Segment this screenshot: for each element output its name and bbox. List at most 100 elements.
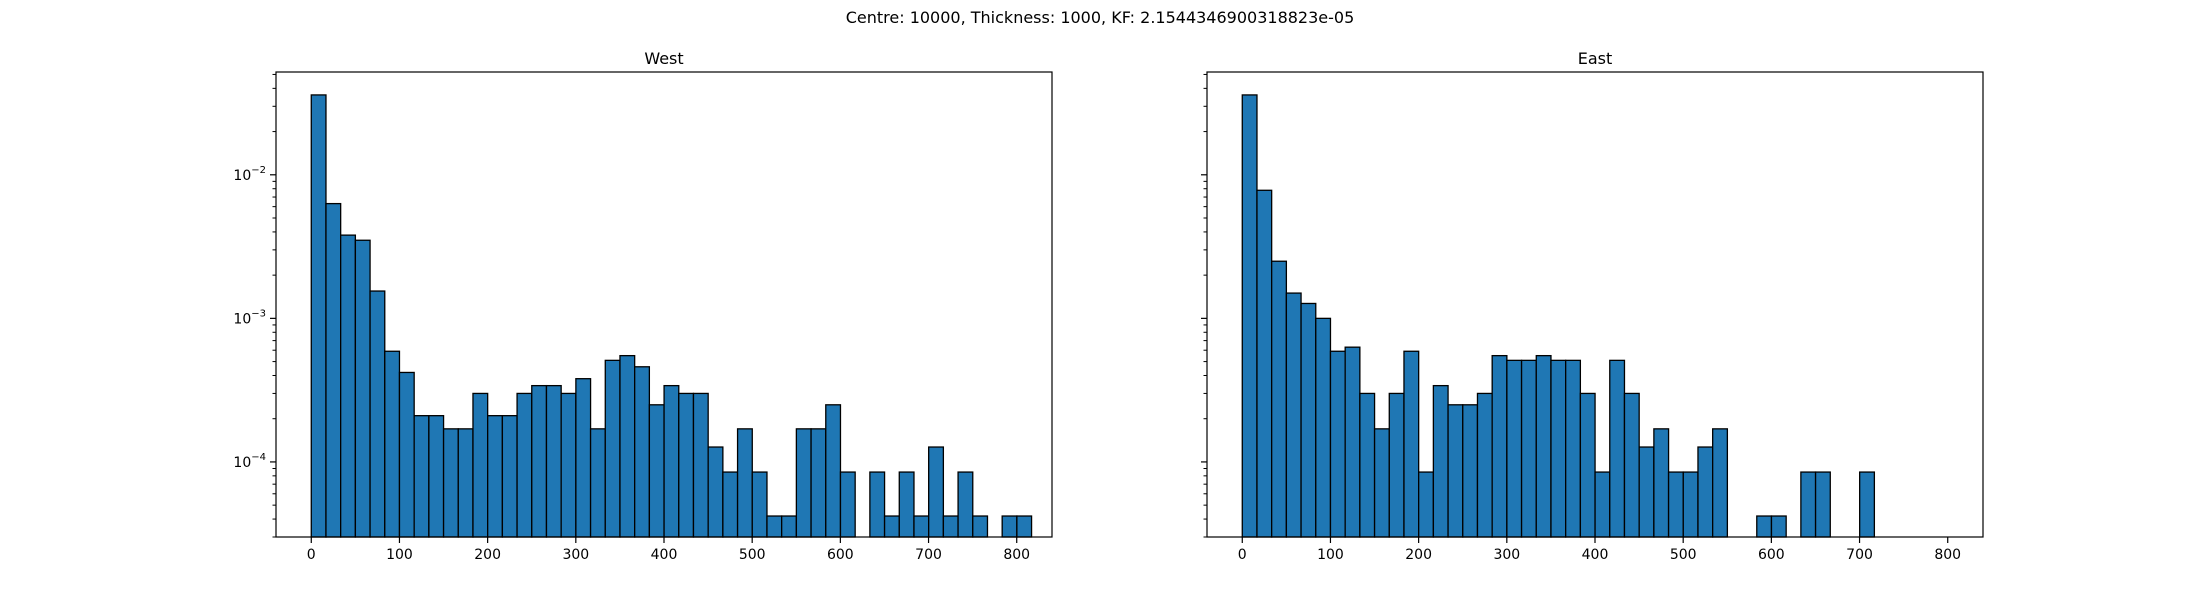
histogram-bar bbox=[1579, 392, 1596, 538]
histogram-bar bbox=[692, 392, 709, 538]
histogram-bar bbox=[369, 290, 386, 538]
histogram-bar bbox=[795, 428, 812, 538]
histogram-bar bbox=[1476, 392, 1493, 538]
histogram-bar bbox=[575, 378, 592, 538]
histogram-bar bbox=[1359, 392, 1376, 538]
histogram-bar bbox=[1712, 428, 1729, 538]
histogram-bar bbox=[1491, 354, 1508, 538]
histogram-bar bbox=[1403, 350, 1420, 538]
histogram-bar bbox=[1241, 94, 1258, 538]
x-tick-label: 800 bbox=[1934, 547, 1961, 563]
histogram-bar bbox=[648, 404, 665, 538]
x-tick-label: 300 bbox=[1493, 547, 1520, 563]
histogram-bar bbox=[972, 515, 989, 538]
histogram-bar bbox=[457, 428, 474, 538]
histogram-bar bbox=[560, 392, 577, 538]
histogram-bar bbox=[1418, 471, 1435, 538]
histogram-bar bbox=[1682, 471, 1699, 538]
histogram-bar bbox=[472, 392, 489, 538]
histogram-bar bbox=[589, 428, 606, 538]
histogram-bar bbox=[1016, 515, 1033, 538]
y-tick-label: 10−3 bbox=[233, 308, 266, 327]
histogram-bar bbox=[1623, 392, 1640, 538]
histogram-bar bbox=[942, 515, 959, 538]
x-tick-label: 400 bbox=[1582, 547, 1609, 563]
histogram-bar bbox=[736, 428, 753, 538]
histogram-bar bbox=[354, 239, 371, 538]
histogram-bar bbox=[1800, 471, 1817, 538]
histogram-panel-west: West 0 100 200 300 400 500 600 700 800 10−4 10−3 10−… bbox=[233, 49, 1053, 563]
x-tick-label: 600 bbox=[827, 547, 854, 563]
y-tick-label: 10−4 bbox=[233, 452, 266, 471]
histogram-bar bbox=[325, 202, 342, 538]
x-tick-label: 200 bbox=[474, 547, 501, 563]
histogram-bar bbox=[516, 392, 533, 538]
histogram-bar bbox=[487, 415, 504, 538]
histogram-bar bbox=[442, 428, 459, 538]
histogram-bar bbox=[810, 428, 827, 538]
histogram-bar bbox=[1271, 260, 1288, 538]
histogram-bar bbox=[1520, 359, 1537, 538]
histogram-bar bbox=[1447, 404, 1464, 538]
histogram-bar bbox=[428, 415, 445, 538]
x-tick-label: 100 bbox=[1317, 547, 1344, 563]
histogram-bar bbox=[531, 384, 548, 538]
figure-suptitle: Centre: 10000, Thickness: 1000, KF: 2.15… bbox=[845, 8, 1355, 27]
histogram-bar bbox=[619, 354, 636, 538]
histogram-bar bbox=[883, 515, 900, 538]
histogram-bar bbox=[1462, 404, 1479, 538]
histogram-bar bbox=[413, 415, 430, 538]
histogram-bar bbox=[898, 471, 915, 538]
histogram-bar bbox=[1565, 359, 1582, 538]
histogram-bar bbox=[1329, 350, 1346, 538]
histogram-bar bbox=[545, 384, 562, 538]
histogram-bar bbox=[340, 234, 357, 538]
axes-title: East bbox=[1578, 49, 1613, 68]
histogram-bar bbox=[1697, 446, 1714, 538]
histogram-bar bbox=[1535, 354, 1552, 538]
histogram-bar bbox=[1300, 302, 1317, 538]
histogram-bar bbox=[398, 371, 415, 538]
x-tick-label: 300 bbox=[562, 547, 589, 563]
histogram-bar bbox=[839, 471, 856, 538]
x-tick-label: 800 bbox=[1003, 547, 1030, 563]
histogram-bar bbox=[1506, 359, 1523, 538]
histogram-bar bbox=[1315, 317, 1332, 538]
x-tick-label: 0 bbox=[1238, 547, 1247, 563]
histogram-bar bbox=[1667, 471, 1684, 538]
axes-title: West bbox=[644, 49, 683, 68]
x-tick-label: 200 bbox=[1405, 547, 1432, 563]
histogram-bar bbox=[678, 392, 695, 538]
histogram-bar bbox=[1344, 346, 1361, 538]
histogram-bar bbox=[928, 446, 945, 538]
histogram-bar bbox=[751, 471, 768, 538]
histogram-bar bbox=[707, 446, 724, 538]
histogram-panel-east: East 0 100 200 300 400 500 600 700 800 bbox=[1201, 49, 1984, 563]
histogram-bar bbox=[1814, 471, 1831, 538]
y-tick-label: 10−2 bbox=[233, 165, 266, 184]
histogram-bar bbox=[384, 350, 401, 538]
histogram-bar bbox=[957, 471, 974, 538]
histogram-bar bbox=[1609, 359, 1626, 538]
histogram-bar bbox=[1432, 384, 1449, 538]
histogram-bar bbox=[1756, 515, 1773, 538]
x-tick-label: 400 bbox=[651, 547, 678, 563]
histogram-bar bbox=[1770, 515, 1787, 538]
histogram-bar bbox=[1653, 428, 1670, 538]
histogram-bar bbox=[766, 515, 783, 538]
histogram-bar bbox=[781, 515, 798, 538]
histogram-bar bbox=[1001, 515, 1018, 538]
x-tick-label: 600 bbox=[1758, 547, 1785, 563]
x-tick-label: 0 bbox=[307, 547, 316, 563]
histogram-bar bbox=[1285, 292, 1302, 538]
histogram-bar bbox=[722, 471, 739, 538]
histogram-bar bbox=[310, 94, 327, 538]
x-tick-label: 100 bbox=[386, 547, 413, 563]
x-tick-label: 500 bbox=[739, 547, 766, 563]
histogram-bar bbox=[869, 471, 886, 538]
x-tick-label: 700 bbox=[1846, 547, 1873, 563]
histogram-bar bbox=[1373, 428, 1390, 538]
histogram-bar bbox=[501, 415, 518, 538]
